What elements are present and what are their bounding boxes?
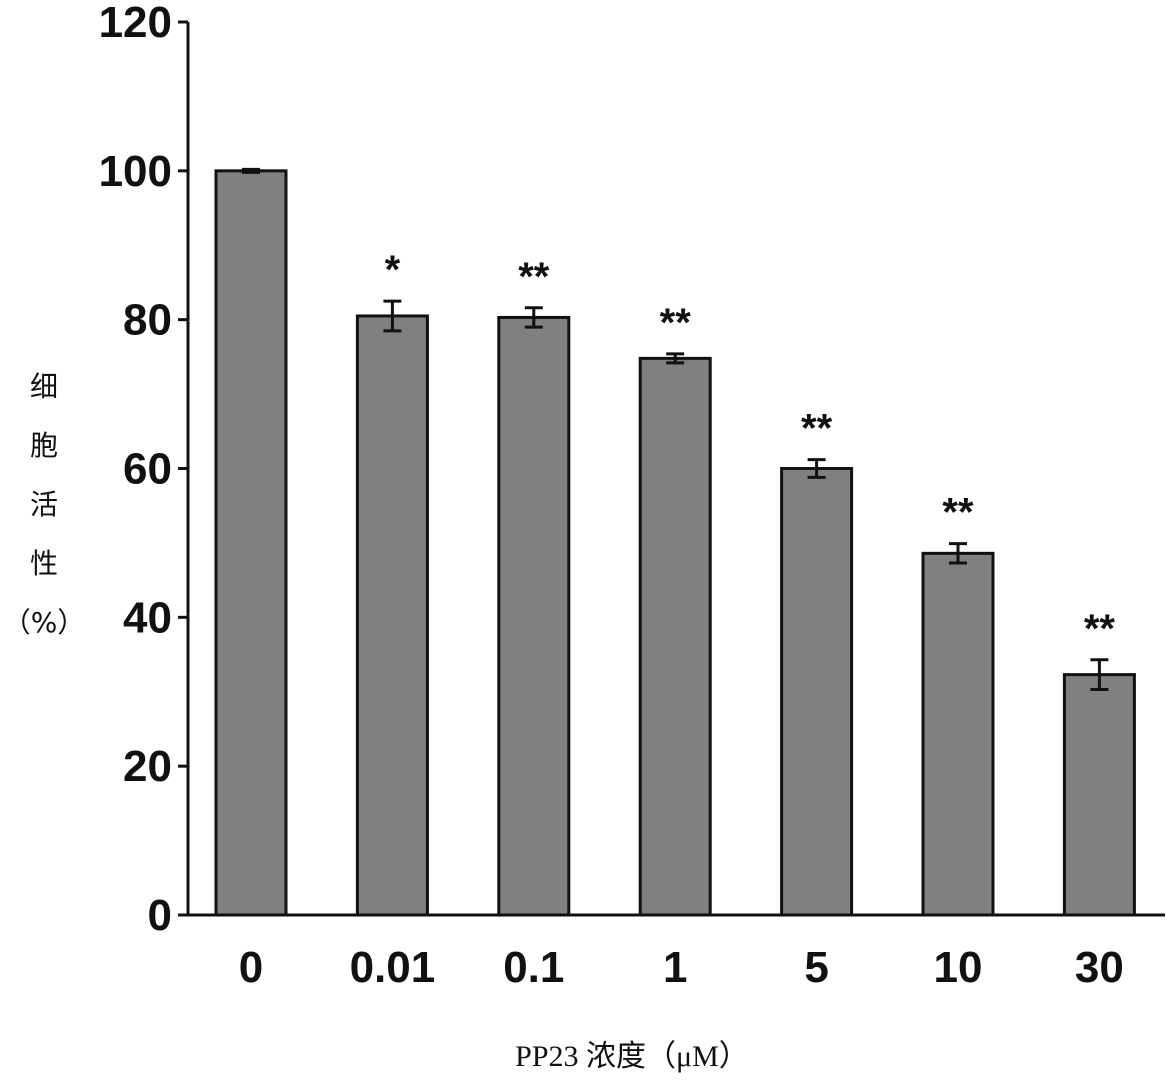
y-tick-label-0: 0 [148, 891, 172, 940]
significance-mark-1: ** [660, 301, 692, 345]
significance-mark-0.1: ** [518, 255, 550, 299]
bar-0 [216, 171, 286, 915]
y-axis-label-unit: （%） [3, 606, 86, 639]
y-tick-label-100: 100 [99, 147, 172, 196]
x-tick-label-10: 10 [934, 943, 983, 992]
bar-1 [640, 358, 710, 915]
y-tick-label-60: 60 [123, 445, 172, 494]
y-tick-label-20: 20 [123, 742, 172, 791]
error-bar-0 [242, 169, 260, 172]
significance-mark-5: ** [801, 407, 833, 451]
bar-0.1 [499, 317, 569, 915]
significance-mark-0.01: * [385, 248, 401, 292]
significance-mark-10: ** [942, 491, 974, 535]
y-axis-label-char: 细 [30, 370, 58, 403]
x-tick-label-0: 0 [239, 943, 263, 992]
y-axis-label: 细胞活性 （%） [3, 370, 86, 639]
bar-5 [782, 469, 852, 916]
y-tick-label-80: 80 [123, 296, 172, 345]
x-tick-label-5: 5 [804, 943, 828, 992]
x-tick-label-30: 30 [1075, 943, 1124, 992]
x-tick-label-0.1: 0.1 [503, 943, 564, 992]
significance-mark-30: ** [1084, 607, 1116, 651]
y-tick-label-120: 120 [99, 0, 172, 47]
y-axis-label-char: 性 [30, 547, 58, 580]
x-tick-label-0.01: 0.01 [350, 943, 436, 992]
x-tick-label-1: 1 [663, 943, 687, 992]
y-axis-label-char: 活 [30, 488, 58, 521]
x-axis-label: PP23 浓度（μM） [515, 1040, 749, 1073]
bar-30 [1064, 675, 1134, 915]
y-axis-label-char: 胞 [30, 429, 58, 462]
bar-0.01 [357, 316, 427, 915]
bar-10 [923, 553, 993, 915]
y-tick-label-40: 40 [123, 593, 172, 642]
